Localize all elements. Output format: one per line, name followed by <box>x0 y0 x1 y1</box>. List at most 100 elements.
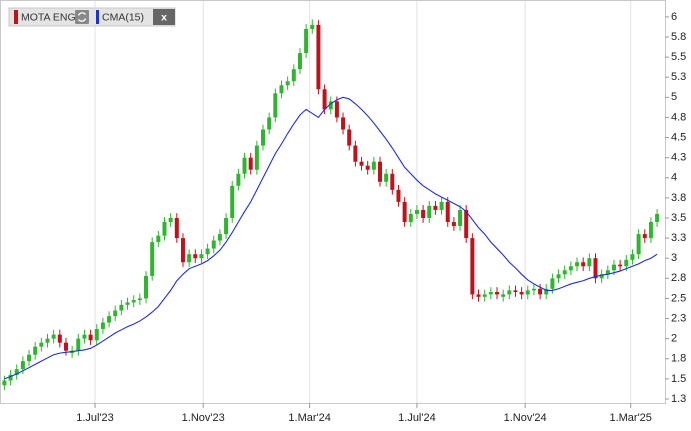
candle-body <box>365 165 370 170</box>
close-button[interactable]: x <box>153 9 175 25</box>
candle-body <box>538 288 543 295</box>
candle-body <box>414 209 419 214</box>
candle-body <box>119 304 124 311</box>
candle-body <box>162 222 167 236</box>
candle-body <box>599 274 604 279</box>
candle-body <box>57 334 62 343</box>
y-tick-label: 3.3 <box>671 232 686 244</box>
plot-border <box>0 0 666 404</box>
line <box>4 96 658 380</box>
candle-body <box>427 205 432 218</box>
candle-body <box>568 266 573 271</box>
close-label[interactable]: x <box>161 11 167 23</box>
x-tick-label: 1.Nov'23 <box>182 412 225 424</box>
plot <box>2 19 660 391</box>
refresh-icon[interactable] <box>77 12 87 22</box>
candle-body <box>550 278 555 289</box>
candle-body <box>33 346 38 355</box>
y-tick-label: 5.8 <box>671 31 686 43</box>
candle-body <box>378 161 382 182</box>
candle-body <box>618 264 623 267</box>
y-tick-label: 4.5 <box>671 131 686 143</box>
y-tick-label: 4.8 <box>671 111 686 123</box>
candle-body <box>113 310 118 317</box>
x-tick-label: 1.Jul'24 <box>398 412 436 424</box>
candle-body <box>168 217 173 223</box>
candle-body <box>205 248 210 255</box>
candle-body <box>334 101 339 118</box>
candle-body <box>464 209 469 239</box>
candle-body <box>519 291 524 295</box>
candle-body <box>297 53 302 70</box>
refresh-button[interactable] <box>75 10 89 24</box>
candle-body <box>144 275 149 299</box>
y-tick-label: 1.8 <box>671 353 686 365</box>
candle-body <box>648 222 653 239</box>
candle-body <box>82 334 87 339</box>
y-tick-label: 6 <box>671 11 677 23</box>
candle-body <box>304 28 309 54</box>
candle-body <box>224 217 229 235</box>
candle-body <box>242 157 247 174</box>
candle-body <box>544 288 549 295</box>
candle-body <box>384 173 389 182</box>
candle-body <box>328 101 333 110</box>
candle-body <box>636 234 641 255</box>
candle-body <box>199 254 204 259</box>
candle-body <box>562 270 567 275</box>
y-tick-label: 5.5 <box>671 51 686 63</box>
candle-body <box>408 213 413 223</box>
y-tick-label: 2.5 <box>671 292 686 304</box>
candle-body <box>137 298 142 301</box>
candle-body <box>402 201 407 223</box>
candle-body <box>39 342 44 347</box>
candle-body <box>125 302 130 305</box>
candle-body <box>316 24 321 90</box>
candle-body <box>14 369 19 375</box>
candle-body <box>439 201 444 210</box>
legend-swatch <box>14 10 18 24</box>
candle-body <box>513 290 518 292</box>
candle-body <box>156 235 161 243</box>
candle-body <box>624 259 629 267</box>
y-tick-label: 1.5 <box>671 373 686 385</box>
y-tick-label: 2 <box>671 333 677 345</box>
candle-body <box>107 316 112 323</box>
candle-body <box>421 209 426 218</box>
candle-body <box>488 291 493 295</box>
x-tick-label: 1.Nov'24 <box>504 412 547 424</box>
candle-body <box>642 234 647 239</box>
candle-body <box>230 185 235 218</box>
candle-body <box>371 161 376 170</box>
candle-body <box>76 338 81 351</box>
candle-body <box>476 294 481 297</box>
legend-label: MOTA ENG <box>21 11 76 23</box>
candle-body <box>593 258 598 279</box>
candle-body <box>556 274 561 279</box>
x-tick-label: 1.Jul'23 <box>76 412 114 424</box>
candle-body <box>494 291 499 295</box>
candle-body <box>88 334 93 341</box>
candle-body <box>341 117 346 130</box>
candle-body <box>605 270 610 275</box>
legend-swatch <box>96 10 99 24</box>
candle-body <box>531 288 536 291</box>
candle-body <box>180 238 185 263</box>
candle-body <box>655 213 660 223</box>
candle-body <box>611 264 616 271</box>
candle-body <box>267 117 272 130</box>
refresh-bg[interactable] <box>75 10 89 24</box>
x-tick-label: 1.Mar'24 <box>288 412 330 424</box>
y-tick-label: 2.8 <box>671 272 686 284</box>
candle-body <box>575 262 580 267</box>
y-tick-label: 3.8 <box>671 192 686 204</box>
axes: 1.3 1.5 1.8 2 2.3 2.5 2.8 3 3.3 3.5 3.8 4 4.3 4.5 4.8 5… <box>76 11 686 424</box>
candle-body <box>261 129 266 146</box>
close-bg[interactable] <box>153 9 175 25</box>
candle-body <box>458 209 463 227</box>
legend-label: CMA(15) <box>102 11 144 23</box>
candle-body <box>501 294 506 297</box>
candle-body <box>507 290 512 295</box>
candle-body <box>217 234 222 241</box>
